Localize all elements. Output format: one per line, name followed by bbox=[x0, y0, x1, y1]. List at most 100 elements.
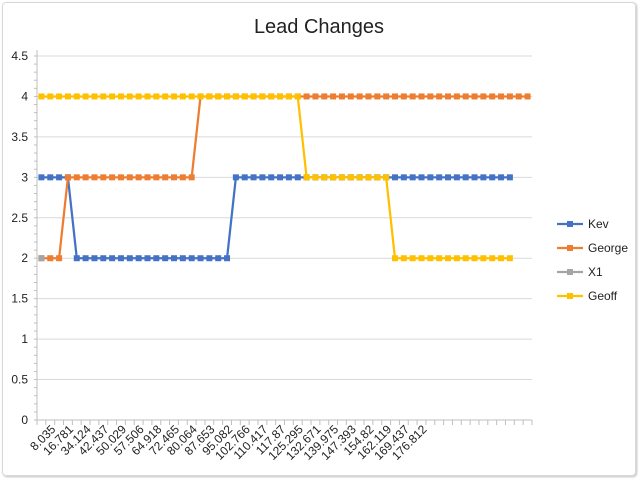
data-point bbox=[109, 174, 116, 181]
data-point bbox=[347, 93, 354, 100]
data-point bbox=[162, 93, 169, 100]
data-point bbox=[347, 174, 354, 181]
data-point bbox=[453, 174, 460, 181]
legend-swatch-marker bbox=[567, 269, 573, 275]
data-point bbox=[515, 93, 522, 100]
y-tick-label: 1.5 bbox=[11, 292, 28, 306]
data-point bbox=[294, 174, 301, 181]
data-point bbox=[498, 174, 505, 181]
data-point bbox=[38, 255, 45, 262]
data-point bbox=[383, 93, 390, 100]
data-point bbox=[330, 174, 337, 181]
data-point bbox=[445, 255, 452, 262]
data-point bbox=[215, 93, 222, 100]
data-point bbox=[427, 255, 434, 262]
data-point bbox=[38, 174, 45, 181]
data-point bbox=[117, 93, 124, 100]
data-point bbox=[524, 93, 531, 100]
data-point bbox=[453, 93, 460, 100]
data-point bbox=[188, 93, 195, 100]
data-point bbox=[374, 174, 381, 181]
data-point bbox=[285, 174, 292, 181]
data-point bbox=[506, 174, 513, 181]
data-point bbox=[391, 174, 398, 181]
data-point bbox=[162, 174, 169, 181]
data-point bbox=[462, 255, 469, 262]
data-point bbox=[489, 174, 496, 181]
legend-swatch-marker bbox=[567, 293, 573, 299]
data-point bbox=[374, 93, 381, 100]
data-point bbox=[312, 93, 319, 100]
data-point bbox=[188, 255, 195, 262]
data-point bbox=[206, 93, 213, 100]
data-point bbox=[224, 93, 231, 100]
data-point bbox=[303, 93, 310, 100]
data-point bbox=[400, 93, 407, 100]
data-point bbox=[135, 174, 142, 181]
data-point bbox=[321, 174, 328, 181]
data-point bbox=[56, 174, 63, 181]
data-point bbox=[277, 174, 284, 181]
data-point bbox=[471, 255, 478, 262]
data-point bbox=[471, 174, 478, 181]
data-point bbox=[498, 93, 505, 100]
data-point bbox=[418, 93, 425, 100]
data-point bbox=[250, 174, 257, 181]
data-point bbox=[179, 93, 186, 100]
x-axis-tick-labels: 8.03516.78134.12442.43750.02957.50664.91… bbox=[27, 422, 430, 463]
data-point bbox=[338, 93, 345, 100]
data-point bbox=[197, 255, 204, 262]
data-point bbox=[356, 93, 363, 100]
data-point bbox=[489, 93, 496, 100]
data-point bbox=[480, 93, 487, 100]
legend-entry: George bbox=[557, 241, 628, 255]
y-tick-label: 0.5 bbox=[11, 373, 28, 387]
data-point bbox=[312, 174, 319, 181]
data-point bbox=[82, 174, 89, 181]
legend-entry: X1 bbox=[557, 265, 603, 279]
data-point bbox=[126, 93, 133, 100]
data-point bbox=[100, 174, 107, 181]
data-point bbox=[117, 255, 124, 262]
data-point bbox=[409, 174, 416, 181]
data-point bbox=[47, 93, 54, 100]
data-point bbox=[285, 93, 292, 100]
data-point bbox=[82, 255, 89, 262]
data-point bbox=[215, 255, 222, 262]
data-point bbox=[126, 174, 133, 181]
data-point bbox=[56, 93, 63, 100]
data-point bbox=[400, 255, 407, 262]
y-tick-label: 2 bbox=[21, 251, 28, 265]
data-point bbox=[73, 255, 80, 262]
legend-entry: Kev bbox=[557, 217, 609, 231]
y-tick-label: 1 bbox=[21, 332, 28, 346]
data-point bbox=[489, 255, 496, 262]
series-x1 bbox=[38, 255, 45, 262]
legend-swatch-marker bbox=[567, 245, 573, 251]
data-point bbox=[224, 255, 231, 262]
data-point bbox=[179, 174, 186, 181]
y-axis-tick-labels: 0 0.5 1 1.5 2 2.5 3 3.5 4 4.5 bbox=[11, 49, 28, 427]
legend-label: George bbox=[588, 241, 628, 255]
data-point bbox=[100, 93, 107, 100]
data-point bbox=[427, 93, 434, 100]
data-point bbox=[268, 93, 275, 100]
data-point bbox=[232, 93, 239, 100]
data-point bbox=[144, 255, 151, 262]
data-point bbox=[100, 255, 107, 262]
data-point bbox=[453, 255, 460, 262]
data-point bbox=[409, 93, 416, 100]
data-point bbox=[498, 255, 505, 262]
data-point bbox=[250, 93, 257, 100]
data-point bbox=[153, 255, 160, 262]
data-point bbox=[445, 93, 452, 100]
data-point bbox=[241, 93, 248, 100]
y-tick-label: 2.5 bbox=[11, 211, 28, 225]
data-point bbox=[38, 93, 45, 100]
legend-label: Kev bbox=[588, 217, 609, 231]
data-point bbox=[109, 93, 116, 100]
data-point bbox=[321, 93, 328, 100]
data-point bbox=[480, 255, 487, 262]
data-point bbox=[436, 255, 443, 262]
data-point bbox=[171, 174, 178, 181]
